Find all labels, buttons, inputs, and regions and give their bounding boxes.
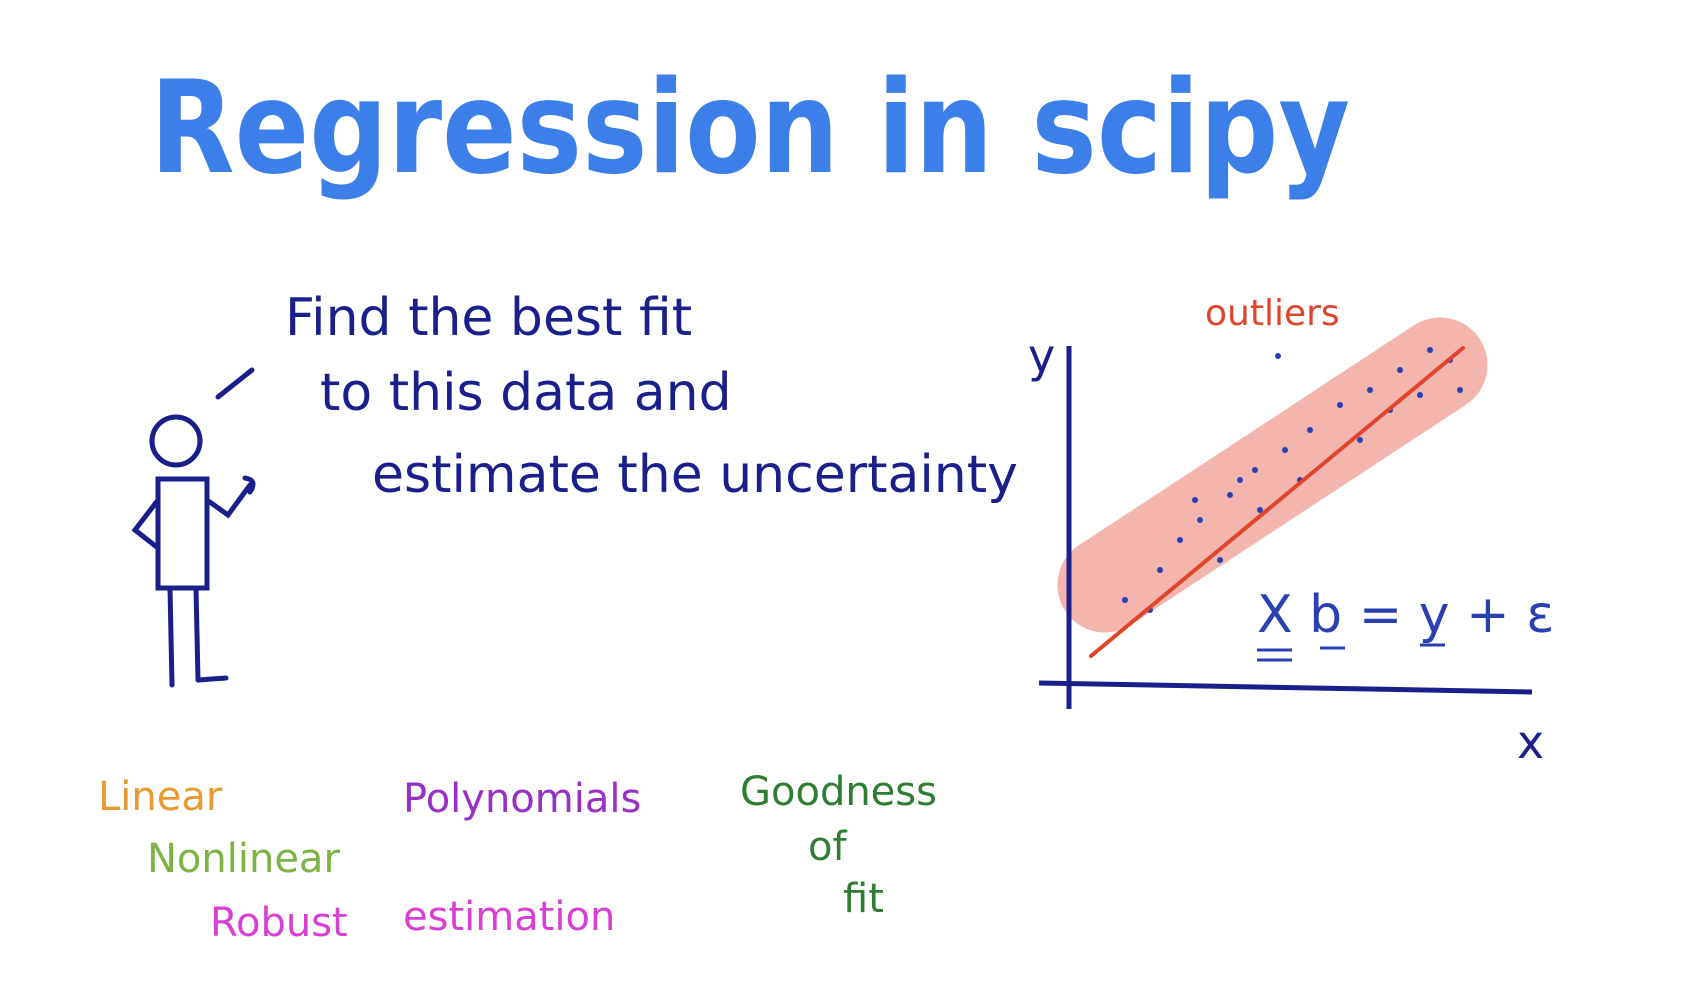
speech-line: estimate the uncertainty <box>372 445 1018 505</box>
fit-line <box>1089 346 1465 658</box>
speech-text: Find the best fit to this data and estimat… <box>285 288 1018 505</box>
topic-label: Nonlinear <box>147 836 340 882</box>
topic-label: Robust <box>210 900 348 946</box>
equation: X b = y + ε <box>1257 585 1554 645</box>
topic-label: fit <box>843 876 884 922</box>
x-axis <box>1038 680 1533 695</box>
title: Regression in scipy <box>150 54 1350 203</box>
x-label: x <box>1517 715 1544 769</box>
speech-line: Find the best fit <box>285 288 692 348</box>
equation-underlines <box>1257 643 1445 662</box>
uncertainty-band <box>1057 317 1488 633</box>
topic-label: estimation <box>403 894 615 940</box>
topic-label: of <box>808 824 847 870</box>
topic-label: Linear <box>98 774 223 820</box>
plot-sketch: y x outliers X b = y + ε <box>1028 293 1554 769</box>
speech-line: to this data and <box>320 363 732 423</box>
topic-label: Polynomials <box>403 776 641 822</box>
topic-label: Goodness <box>740 769 937 815</box>
y-label: y <box>1028 329 1055 383</box>
topics: Linear Nonlinear Robust estimation Polynomia… <box>98 769 937 946</box>
outliers-label: outliers <box>1205 293 1340 334</box>
stick-figure <box>131 367 256 688</box>
